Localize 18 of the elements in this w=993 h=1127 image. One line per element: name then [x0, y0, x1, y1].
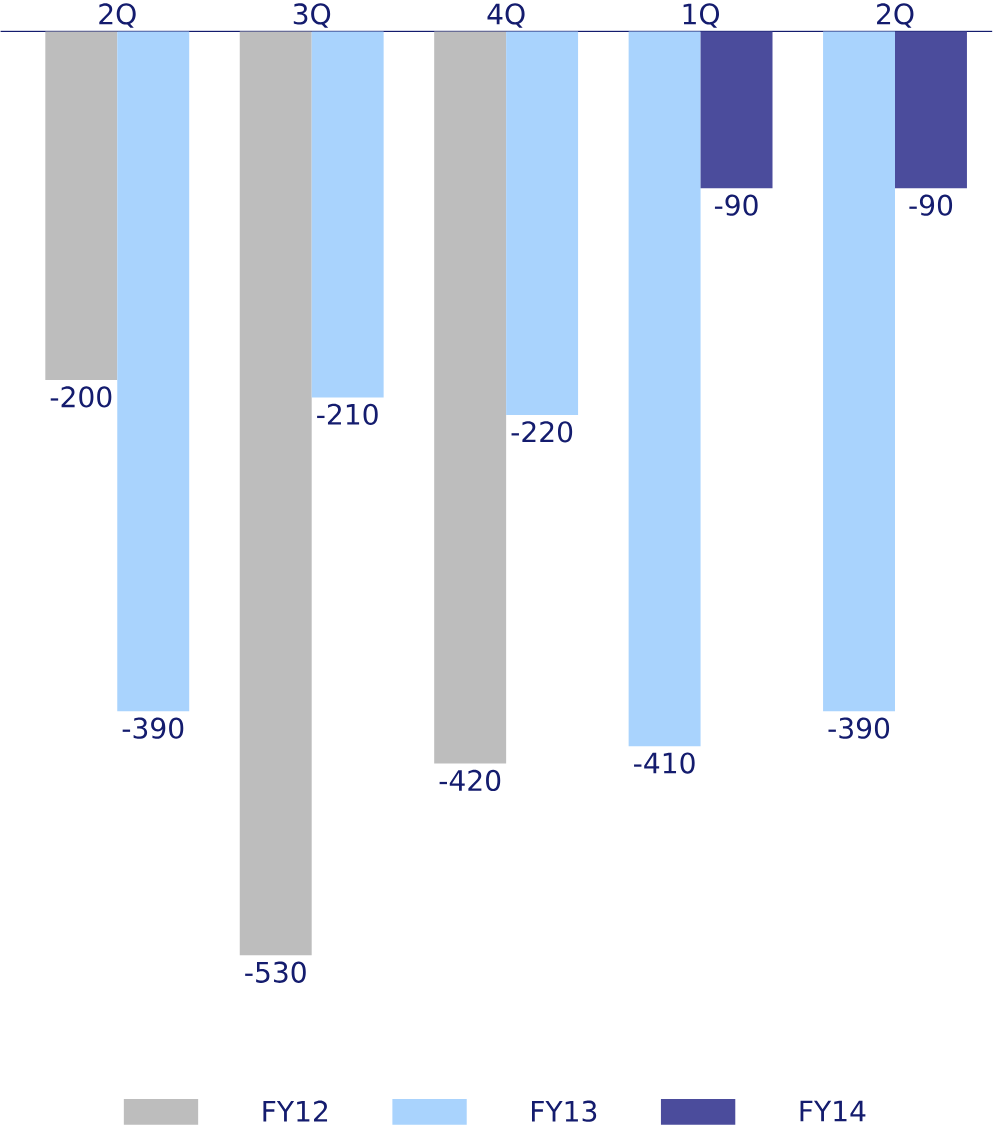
x-tick-label: 2Q [877, 3, 914, 28]
data-label: -390 [122, 717, 184, 739]
data-label: -390 [828, 717, 890, 739]
data-label: -410 [634, 752, 695, 774]
x-tick-label: 2Q [99, 3, 136, 28]
x-tick-label: 3Q [293, 3, 331, 28]
data-label: -210 [317, 403, 378, 426]
data-label: -220 [511, 421, 573, 443]
legend-label: FY14 [800, 1100, 866, 1122]
data-label: -420 [439, 769, 501, 792]
legend-label: FY12 [263, 1100, 328, 1122]
data-label: -90 [909, 194, 953, 216]
x-tick-label: 1Q [683, 3, 720, 28]
legend-label: FY13 [532, 1100, 597, 1122]
data-label: -200 [50, 386, 112, 408]
x-tick-label: 4Q [487, 3, 525, 28]
data-label: -90 [715, 194, 758, 216]
data-label: -530 [245, 961, 306, 983]
